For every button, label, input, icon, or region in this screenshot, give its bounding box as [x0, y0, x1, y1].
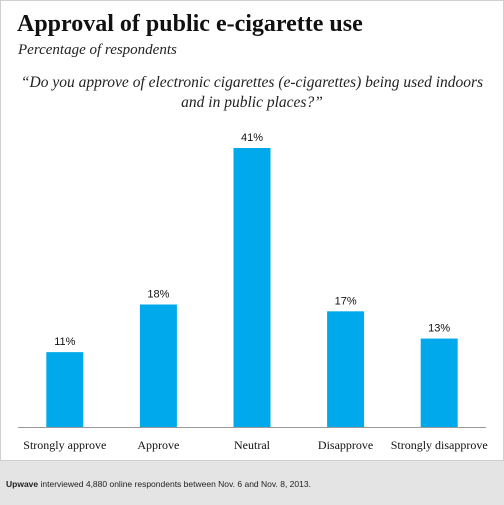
- bar: [327, 311, 365, 427]
- chart-subtitle: Percentage of respondents: [18, 42, 177, 58]
- bar-chart: 11% Strongly approve 18% Approve 41% Neutral 1…: [18, 132, 488, 452]
- category-label: Neutral: [234, 438, 271, 452]
- data-label: 13%: [428, 323, 450, 335]
- source-note: Upwave interviewed 4,880 online responde…: [6, 479, 311, 489]
- source-footer: Upwave interviewed 4,880 online responde…: [0, 460, 504, 505]
- bar: [233, 148, 271, 427]
- chart-title: Approval of public e-cigarette use: [17, 11, 363, 37]
- bar: [420, 338, 458, 427]
- bar: [46, 352, 84, 427]
- data-label: 41%: [241, 132, 263, 144]
- data-label: 17%: [335, 295, 357, 307]
- category-label: Strongly approve: [23, 438, 106, 452]
- category-label: Approve: [137, 438, 179, 452]
- category-label: Disapprove: [318, 438, 373, 452]
- category-label: Strongly disapprove: [391, 438, 488, 452]
- bar: [139, 304, 177, 427]
- data-label: 11%: [54, 336, 75, 348]
- survey-question: “Do you approve of electronic cigarettes…: [20, 74, 484, 111]
- data-label: 18%: [147, 289, 169, 301]
- source-brand: Upwave: [6, 479, 39, 489]
- source-text: interviewed 4,880 online respondents bet…: [38, 479, 311, 489]
